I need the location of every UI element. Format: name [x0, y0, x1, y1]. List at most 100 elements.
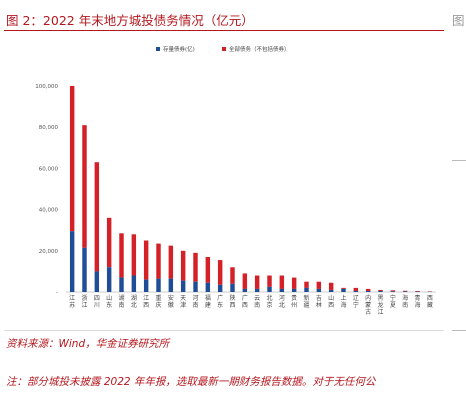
x-tick-label: 北: [279, 301, 285, 309]
bar-existing-bonds: [193, 281, 198, 292]
x-tick-label: 浙: [81, 294, 87, 302]
x-tick-label: 海: [402, 294, 408, 302]
bar-existing-bonds: [267, 286, 272, 292]
x-tick-label: 疆: [303, 302, 309, 309]
bar-existing-bonds: [119, 277, 124, 292]
x-tick-label: 江: [143, 295, 149, 302]
bar-existing-bonds: [106, 267, 112, 292]
x-tick-label: 南: [402, 301, 408, 309]
legend-label: 全部债务（不包括债券）: [229, 45, 290, 53]
bar-total-debt: [193, 252, 198, 282]
bar-existing-bonds: [328, 289, 334, 292]
bar-total-debt: [230, 267, 235, 284]
x-tick-label: 辽: [353, 294, 359, 302]
x-tick-label: 山: [106, 294, 112, 302]
bar-total-debt: [131, 234, 137, 276]
chart-title: 图 2：2022 年末地方城投债务情况（亿元）: [6, 13, 254, 28]
bar-existing-bonds: [217, 284, 223, 292]
x-tick-label: 川: [94, 302, 100, 309]
bar-existing-bonds: [156, 278, 161, 292]
x-tick-label: 山: [328, 294, 334, 302]
bar-total-debt: [168, 245, 174, 279]
y-tick-label: -: [56, 290, 58, 296]
bar-total-debt: [94, 162, 100, 272]
x-tick-label: 蒙: [365, 301, 371, 309]
bar-total-debt: [82, 125, 87, 248]
legend-swatch: [222, 47, 226, 51]
side-tick: [452, 330, 466, 331]
x-tick-label: 陕: [229, 294, 235, 302]
bar-total-debt: [415, 290, 420, 292]
x-tick-label: 徽: [168, 301, 174, 309]
x-tick-label: 藏: [427, 301, 433, 309]
bar-total-debt: [316, 281, 322, 289]
legend-swatch: [156, 47, 160, 51]
x-tick-label: 京: [266, 301, 272, 309]
bar-existing-bonds: [131, 275, 137, 292]
bar-total-debt: [291, 277, 297, 289]
x-tick-label: 西: [427, 295, 433, 302]
x-tick-label: 新: [303, 294, 309, 302]
x-tick-label: 北: [131, 301, 137, 309]
x-tick-label: 江: [81, 302, 87, 309]
x-tick-label: 吉: [316, 295, 322, 302]
x-tick-label: 重: [155, 294, 161, 302]
x-tick-label: 林: [316, 301, 322, 309]
legend-label: 存量债券(亿): [163, 45, 195, 53]
bar-existing-bonds: [291, 288, 297, 292]
bar-total-debt: [242, 273, 248, 289]
note-text: 注：部分城投未披露 2022 年年报，选取最新一期财务报告数据。对于无任何公: [6, 376, 376, 388]
bar-total-debt: [217, 260, 223, 285]
bar-total-debt: [390, 290, 396, 292]
bar-total-debt: [205, 256, 211, 283]
y-tick-label: 60,000: [39, 166, 59, 172]
bar-total-debt: [267, 275, 272, 287]
y-tick-label: 40,000: [39, 208, 59, 214]
bar-total-debt: [378, 289, 383, 291]
bar-existing-bonds: [168, 278, 174, 292]
source-text: 资料来源：Wind，华金证券研究所: [6, 338, 170, 350]
source-divider: [4, 330, 444, 331]
bar-existing-bonds: [402, 291, 408, 292]
bar-total-debt: [119, 233, 124, 278]
x-tick-label: 建: [205, 301, 211, 309]
bar-total-debt: [143, 240, 149, 280]
x-tick-label: 西: [143, 302, 149, 309]
x-tick-label: 夏: [390, 302, 396, 309]
bar-total-debt: [254, 275, 260, 289]
bar-existing-bonds: [341, 288, 346, 292]
bar-total-debt: [279, 275, 285, 289]
x-tick-label: 苏: [69, 301, 75, 309]
bar-total-debt: [365, 288, 371, 291]
bar-existing-bonds: [143, 279, 149, 292]
x-tick-label: 北: [266, 294, 272, 302]
x-tick-label: 天: [180, 295, 186, 302]
bar-total-debt: [402, 290, 408, 292]
x-tick-label: 西: [242, 302, 248, 309]
x-tick-label: 南: [192, 301, 198, 309]
x-tick-label: 青: [414, 294, 420, 302]
x-tick-label: 湖: [118, 294, 124, 302]
x-tick-label: 内: [365, 294, 371, 302]
side-tab-label: 图: [452, 13, 465, 28]
bar-total-debt: [328, 282, 334, 290]
bar-total-debt: [180, 250, 186, 281]
x-tick-label: 南: [254, 301, 260, 309]
bar-total-debt: [69, 86, 75, 232]
bar-existing-bonds: [242, 288, 248, 292]
bar-existing-bonds: [279, 288, 285, 292]
x-tick-label: 龙: [377, 301, 383, 309]
x-tick-label: 安: [168, 294, 174, 302]
bar-total-debt: [304, 281, 309, 288]
x-tick-label: 广: [242, 294, 248, 302]
x-tick-label: 庆: [155, 301, 161, 309]
bar-total-debt: [353, 287, 359, 291]
y-tick-label: 80,000: [39, 125, 59, 131]
bar-existing-bonds: [316, 288, 322, 292]
bar-existing-bonds: [230, 283, 235, 292]
bar-total-debt: [106, 217, 112, 268]
bar-total-debt: [341, 287, 346, 289]
bar-existing-bonds: [254, 288, 260, 292]
bar-chart: -20,00040,00060,00080,000100,000江苏浙江四川山东…: [35, 45, 436, 316]
bar-existing-bonds: [82, 247, 87, 292]
